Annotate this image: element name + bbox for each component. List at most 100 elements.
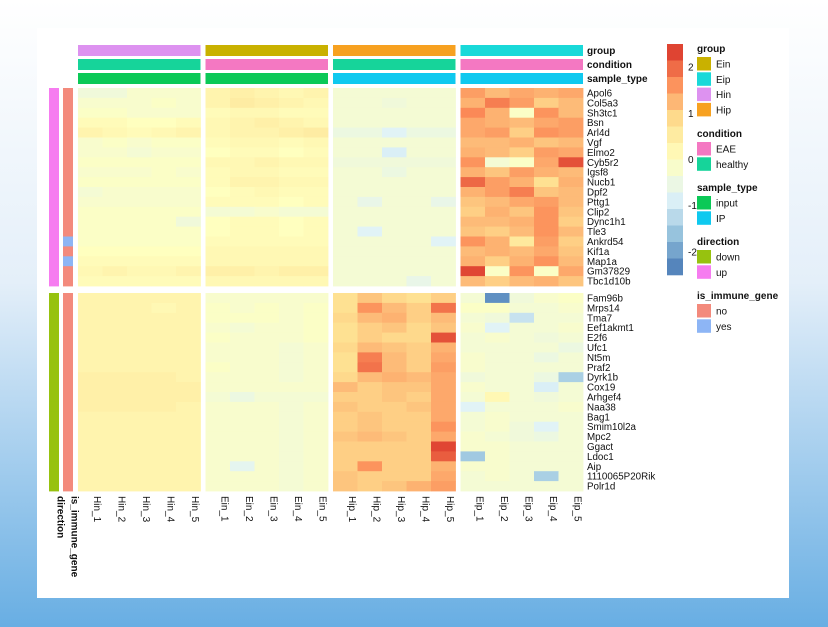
heatmap-cell xyxy=(485,293,510,304)
heatmap-cell xyxy=(127,276,152,287)
heatmap-cell xyxy=(151,392,177,403)
heatmap-cell xyxy=(558,177,584,188)
heatmap-cell xyxy=(78,196,103,208)
heatmap-cell xyxy=(176,276,201,287)
heatmap-cell xyxy=(382,157,407,168)
heatmap-cell xyxy=(534,471,559,482)
direction-annotation-cell xyxy=(49,461,59,472)
heatmap-cell xyxy=(357,88,383,99)
heatmap-cell xyxy=(382,127,407,138)
heatmap-cell xyxy=(279,411,304,423)
heatmap-cell xyxy=(102,481,128,492)
heatmap-cell xyxy=(509,411,535,423)
heatmap-cell xyxy=(509,392,535,403)
heatmap-cell xyxy=(357,451,383,462)
heatmap-cell xyxy=(127,401,152,413)
heatmap-cell xyxy=(485,382,510,393)
color-scale-swatch xyxy=(667,126,683,144)
heatmap-cell xyxy=(176,461,201,472)
color-scale-tick-label: 0 xyxy=(688,155,694,166)
color-scale-swatch xyxy=(667,143,683,160)
heatmap-cell xyxy=(279,127,304,138)
legend-entry-label: Hip xyxy=(716,105,731,116)
heatmap-cell xyxy=(485,187,510,198)
heatmap-cell xyxy=(333,441,358,452)
direction-annotation-cell xyxy=(49,236,59,247)
direction-annotation-cell xyxy=(49,332,59,343)
column-label: Eip_5 xyxy=(571,496,582,522)
heatmap-cell xyxy=(102,302,128,314)
column-annotation-labels: group condition sample_type xyxy=(587,46,648,85)
legend-section-title: direction xyxy=(697,237,739,248)
heatmap-cell xyxy=(230,216,255,227)
heatmap-cell xyxy=(78,481,103,492)
heatmap-cell xyxy=(230,471,255,482)
heatmap-cell xyxy=(205,342,231,353)
immune-gene-annotation-cell xyxy=(63,127,73,138)
heatmap-cell xyxy=(333,421,358,432)
heatmap-cell xyxy=(485,117,510,128)
heatmap-cell xyxy=(279,196,304,208)
heatmap-cell xyxy=(534,246,559,257)
heatmap-cell xyxy=(485,246,510,257)
heatmap-cell xyxy=(406,312,432,324)
heatmap-cell xyxy=(558,256,584,267)
heatmap-cell xyxy=(303,392,329,403)
heatmap-cell xyxy=(558,246,584,257)
heatmap-cell xyxy=(357,236,383,247)
heatmap-cell xyxy=(230,206,255,218)
heatmap-cell xyxy=(279,117,304,128)
heatmap-cell xyxy=(485,392,510,403)
heatmap-cell xyxy=(151,451,177,462)
condition-annotation-bar xyxy=(205,59,328,70)
heatmap-cell xyxy=(230,88,255,99)
column-label: Ein_1 xyxy=(218,496,229,522)
heatmap-cell xyxy=(176,107,201,119)
heatmap-cell xyxy=(279,362,304,373)
column-label: Hin_3 xyxy=(140,496,151,523)
heatmap-cell xyxy=(176,117,201,128)
heatmap-cell xyxy=(406,421,432,432)
heatmap-cell xyxy=(485,372,510,383)
heatmap-cell xyxy=(176,216,201,227)
heatmap-cell xyxy=(357,302,383,314)
heatmap-cell xyxy=(534,382,559,393)
heatmap-cell xyxy=(205,322,231,333)
immune-gene-annotation-cell xyxy=(63,302,73,314)
heatmap-cell xyxy=(534,97,559,109)
heatmap-cell xyxy=(230,481,255,492)
heatmap-cell xyxy=(78,302,103,314)
heatmap-cell xyxy=(230,401,255,413)
heatmap-cell xyxy=(102,293,128,304)
color-scale-swatch xyxy=(667,209,683,226)
heatmap-cell xyxy=(485,471,510,482)
direction-annotation-cell xyxy=(49,206,59,218)
heatmap-cell xyxy=(254,471,280,482)
heatmap-cell xyxy=(279,481,304,492)
heatmap-cell xyxy=(205,107,231,119)
heatmap-cell xyxy=(205,256,231,267)
heatmap-cell xyxy=(333,127,358,138)
direction-annotation-cell xyxy=(49,216,59,227)
heatmap-cell xyxy=(102,187,128,198)
direction-annotation-cell xyxy=(49,411,59,423)
direction-annotation-cell xyxy=(49,196,59,208)
heatmap-cell xyxy=(333,206,358,218)
heatmap-cell xyxy=(534,302,559,314)
heatmap-cell xyxy=(509,302,535,314)
heatmap-cell xyxy=(102,312,128,324)
heatmap-cell xyxy=(431,441,456,452)
direction-annotation-cell xyxy=(49,276,59,287)
direction-annotation-cell xyxy=(49,246,59,257)
legend-entry-label: Ein xyxy=(716,60,730,71)
heatmap-cell xyxy=(254,147,280,158)
heatmap-cell xyxy=(333,382,358,393)
heatmap-cell xyxy=(102,431,128,442)
heatmap-cell xyxy=(357,411,383,423)
heatmap-cell xyxy=(303,372,329,383)
heatmap-cell xyxy=(333,167,358,178)
column-annotation-label: group xyxy=(587,46,615,57)
heatmap-cell xyxy=(279,226,304,237)
heatmap-cell xyxy=(509,382,535,393)
column-annotation-label: sample_type xyxy=(587,74,648,85)
